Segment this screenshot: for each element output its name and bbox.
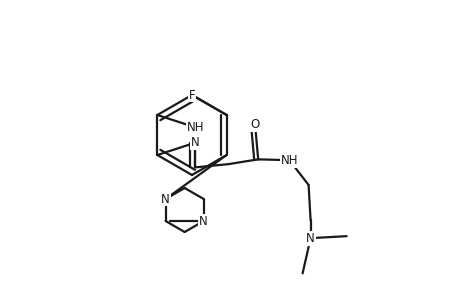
Text: NH: NH xyxy=(280,154,297,167)
Text: NH: NH xyxy=(186,121,204,134)
Text: O: O xyxy=(250,118,259,131)
Text: N: N xyxy=(161,193,169,206)
Text: N: N xyxy=(199,214,207,227)
Text: N: N xyxy=(306,232,314,245)
Text: F: F xyxy=(188,88,195,101)
Text: N: N xyxy=(190,136,199,149)
